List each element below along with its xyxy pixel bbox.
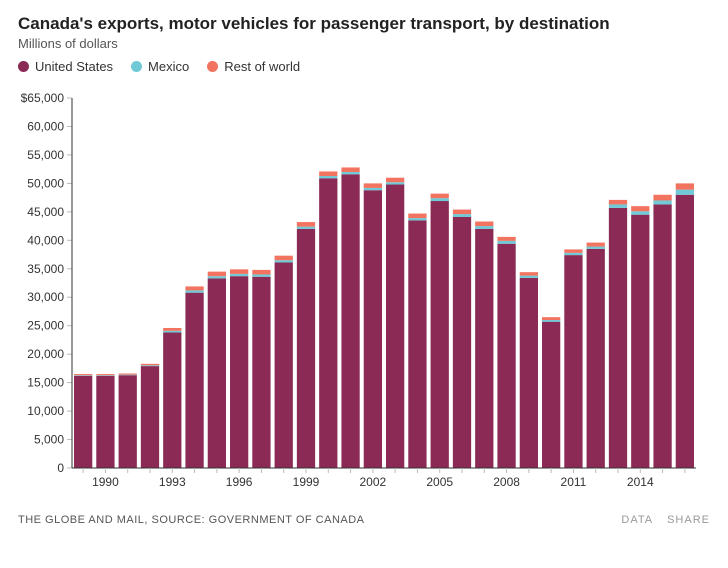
- legend-label-us: United States: [35, 59, 113, 74]
- stacked-bar-chart: 0 5,000 10,000 15,000 20,000 25,000 30,000 35,0…: [18, 88, 706, 508]
- svg-text:2008: 2008: [493, 475, 520, 489]
- legend-item-mexico: Mexico: [131, 59, 189, 74]
- svg-text:35,000: 35,000: [27, 262, 64, 276]
- share-button[interactable]: SHARE: [667, 514, 710, 526]
- chart-title: Canada's exports, motor vehicles for pas…: [18, 14, 710, 34]
- legend-item-rest: Rest of world: [207, 59, 300, 74]
- svg-text:5,000: 5,000: [34, 433, 64, 447]
- svg-text:2011: 2011: [561, 475, 587, 489]
- svg-text:50,000: 50,000: [27, 176, 64, 190]
- legend-dot-rest: [207, 61, 218, 72]
- svg-text:2005: 2005: [426, 475, 453, 489]
- svg-text:25,000: 25,000: [27, 319, 64, 333]
- source-attribution: THE GLOBE AND MAIL, SOURCE: GOVERNMENT O…: [18, 514, 365, 526]
- svg-text:$65,000: $65,000: [21, 91, 65, 105]
- svg-text:0: 0: [57, 461, 64, 475]
- svg-text:55,000: 55,000: [27, 148, 64, 162]
- svg-text:1999: 1999: [293, 475, 320, 489]
- svg-text:1990: 1990: [92, 475, 119, 489]
- legend-item-us: United States: [18, 59, 113, 74]
- svg-text:40,000: 40,000: [27, 233, 64, 247]
- svg-text:1996: 1996: [226, 475, 253, 489]
- svg-text:10,000: 10,000: [27, 404, 64, 418]
- chart-area: 0 5,000 10,000 15,000 20,000 25,000 30,000 35,0…: [18, 88, 706, 508]
- svg-text:20,000: 20,000: [27, 347, 64, 361]
- svg-text:2014: 2014: [627, 475, 654, 489]
- chart-subtitle: Millions of dollars: [18, 36, 710, 51]
- svg-text:60,000: 60,000: [27, 119, 64, 133]
- svg-text:2002: 2002: [360, 475, 387, 489]
- data-button[interactable]: DATA: [621, 514, 653, 526]
- legend-dot-us: [18, 61, 29, 72]
- legend-label-rest: Rest of world: [224, 59, 300, 74]
- legend: United States Mexico Rest of world: [18, 59, 710, 74]
- svg-text:15,000: 15,000: [27, 376, 64, 390]
- svg-text:30,000: 30,000: [27, 290, 64, 304]
- svg-text:1993: 1993: [159, 475, 186, 489]
- legend-dot-mexico: [131, 61, 142, 72]
- legend-label-mexico: Mexico: [148, 59, 189, 74]
- svg-text:45,000: 45,000: [27, 205, 64, 219]
